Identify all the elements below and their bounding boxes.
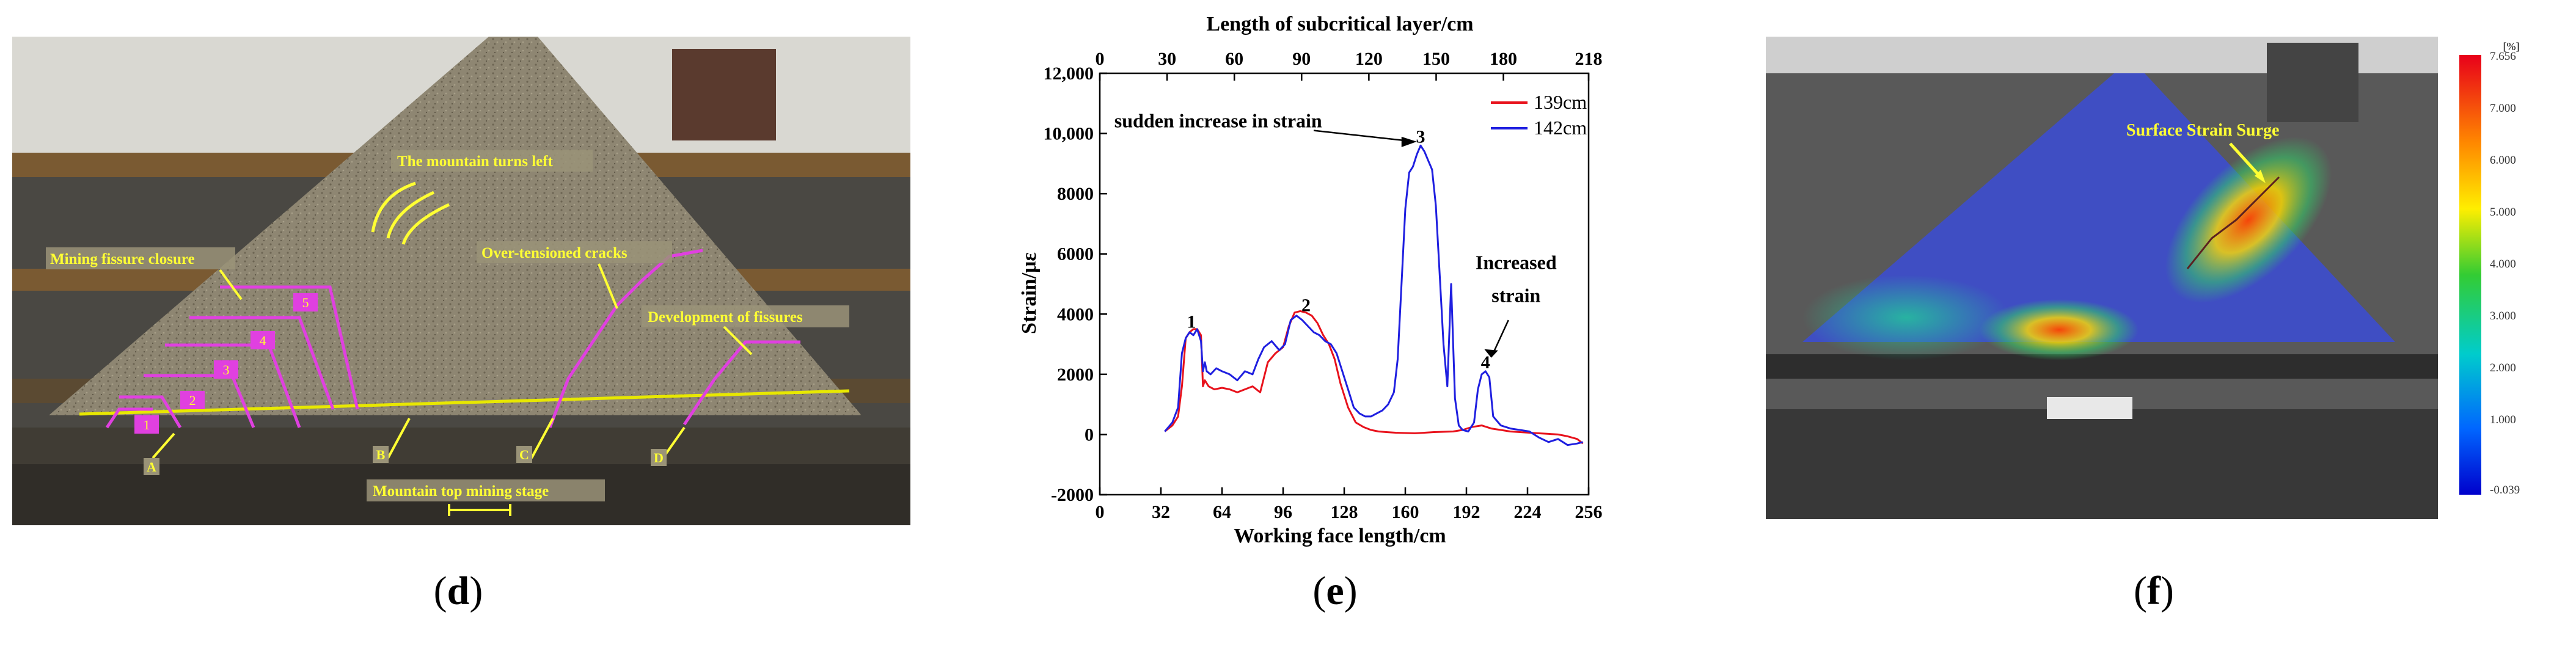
chart-annotations: 1 2 3 4 sudden increase in strain Increased st… [1114,110,1557,373]
chart-annotation: 4 [1481,352,1490,373]
label-surface-strain-surge: Surface Strain Surge [2126,121,2279,140]
y-tick-label: 0 [1085,424,1094,445]
dic-cabinet [2267,43,2358,122]
x-tick-label: 0 [1096,502,1105,522]
step-label-1: 1 [144,417,150,432]
y-tick-label: -2000 [1051,485,1094,505]
x-tick-label: 256 [1575,502,1603,522]
label-over-tensioned-cracks: Over-tensioned cracks [481,245,628,261]
colorbar-label: 5.000 [2490,206,2516,219]
pointer-lines [152,263,753,516]
chart-legend: 139cm 142cm [1491,91,1587,139]
label-mountain-turns-left: The mountain turns left [397,153,554,170]
dic-base [1766,354,2438,379]
chart-series [1164,144,1584,446]
x2-tick-label: 218 [1575,49,1603,69]
colorbar-label: 6.000 [2490,154,2516,167]
surface-crack [2186,176,2280,269]
marker-d: D [654,450,664,465]
legend-label-139: 139cm [1534,91,1587,113]
colorbar-label: 7.656 [2490,50,2516,63]
x-tick-label: 96 [1274,502,1292,522]
marker-c: C [519,447,529,462]
colorbar-label: 7.000 [2490,102,2516,115]
annotation-arrowhead [1484,349,1498,358]
label-mining-fissure-closure: Mining fissure closure [50,251,195,268]
strain-zone-left [1802,275,2010,360]
stratum-line [79,389,850,416]
x-tick-label: 224 [1514,502,1542,522]
annotation-arrowhead [1401,136,1417,147]
y-tick-label: 8000 [1057,184,1094,204]
x-tick-label: 32 [1152,502,1170,522]
colorbar-label: 4.000 [2490,258,2516,271]
chart-annotation: 1 [1187,311,1196,332]
x-tick-label: 192 [1453,502,1480,522]
chart-annotation: Increased [1476,251,1557,273]
step-label-5: 5 [302,295,309,310]
panel-d-svg: 1 2 3 4 5 The mountain turns left Mining… [12,37,910,525]
annotation-arrow [1313,129,1410,142]
cabinet [672,49,776,140]
panel-letter-f: (f) [2134,569,2174,613]
colorbar-label: 2.000 [2490,362,2516,374]
annotation-arrow [1492,319,1509,354]
colorbar-label: 3.000 [2490,310,2516,322]
x2-tick-label: 120 [1355,49,1383,69]
series-line-139cm [1164,310,1584,445]
colorbar [2459,55,2481,495]
step-labels: 1 2 3 4 5 [134,293,318,434]
panel-f-svg: Surface Strain Surge [%] 7.656 7.000 6.0… [1766,37,2520,519]
y-tick-label: 2000 [1057,365,1094,385]
panel-d-photo: 1 2 3 4 5 The mountain turns left Mining… [12,37,910,525]
x2-tick-label: 150 [1422,49,1450,69]
step-label-3: 3 [223,362,230,377]
dic-frame [1766,409,2438,519]
strain-zone-surge [2165,136,2332,304]
y-tick-label: 10,000 [1044,124,1094,144]
marker-b: B [376,447,386,462]
legend-label-142: 142cm [1534,117,1587,139]
colorbar-label: 1.000 [2490,413,2516,426]
colorbar-unit: [%] [2503,40,2520,53]
panel-letter-d: (d) [433,569,483,613]
colorbar-label: -0.039 [2490,484,2520,497]
x-axis-label: Working face length/cm [1234,525,1446,547]
series-line-142cm [1164,144,1583,446]
chart-annotation: 3 [1416,126,1425,147]
y-axis-label: Strain/με [1018,252,1041,334]
y-tick-label: 6000 [1057,244,1094,264]
panel-f-dic: Surface Strain Surge [%] 7.656 7.000 6.0… [1766,37,2554,525]
surge-pointer [2229,142,2262,178]
x2-tick-label: 60 [1225,49,1243,69]
chart-annotation: sudden increase in strain [1114,110,1322,132]
x2-tick-label: 30 [1158,49,1176,69]
marker-a: A [147,459,156,475]
strain-zone-base [1980,299,2139,360]
panel-e-chart: 0 32 64 96 128 160 192 224 256 0 30 60 90 120 150 180 21… [1002,6,1680,550]
x2-tick-label: 0 [1096,49,1105,69]
rotation-arrows [371,181,450,245]
label-development-of-fissures: Development of fissures [648,309,803,326]
step-label-4: 4 [260,333,266,348]
x-tick-label: 128 [1331,502,1358,522]
x2-tick-label: 180 [1490,49,1517,69]
dic-specimen-label [2047,397,2132,419]
y-tick-label: 4000 [1057,304,1094,324]
surge-arrowhead [2255,170,2266,183]
top-axis-label: Length of subcritical layer/cm [1206,13,1473,35]
x-tick-label: 64 [1213,502,1231,522]
chart-annotation: 2 [1301,295,1311,315]
step-label-2: 2 [189,393,196,408]
colorbar-labels: 7.656 7.000 6.000 5.000 4.000 3.000 2.00… [2490,50,2520,497]
panel-letter-e: (e) [1312,569,1358,613]
x2-tick-label: 90 [1292,49,1311,69]
label-mountain-top-mining-stage: Mountain top mining stage [373,483,549,500]
y-tick-label: 12,000 [1044,64,1094,84]
x-tick-label: 160 [1392,502,1419,522]
chart-annotation: strain [1491,285,1540,307]
